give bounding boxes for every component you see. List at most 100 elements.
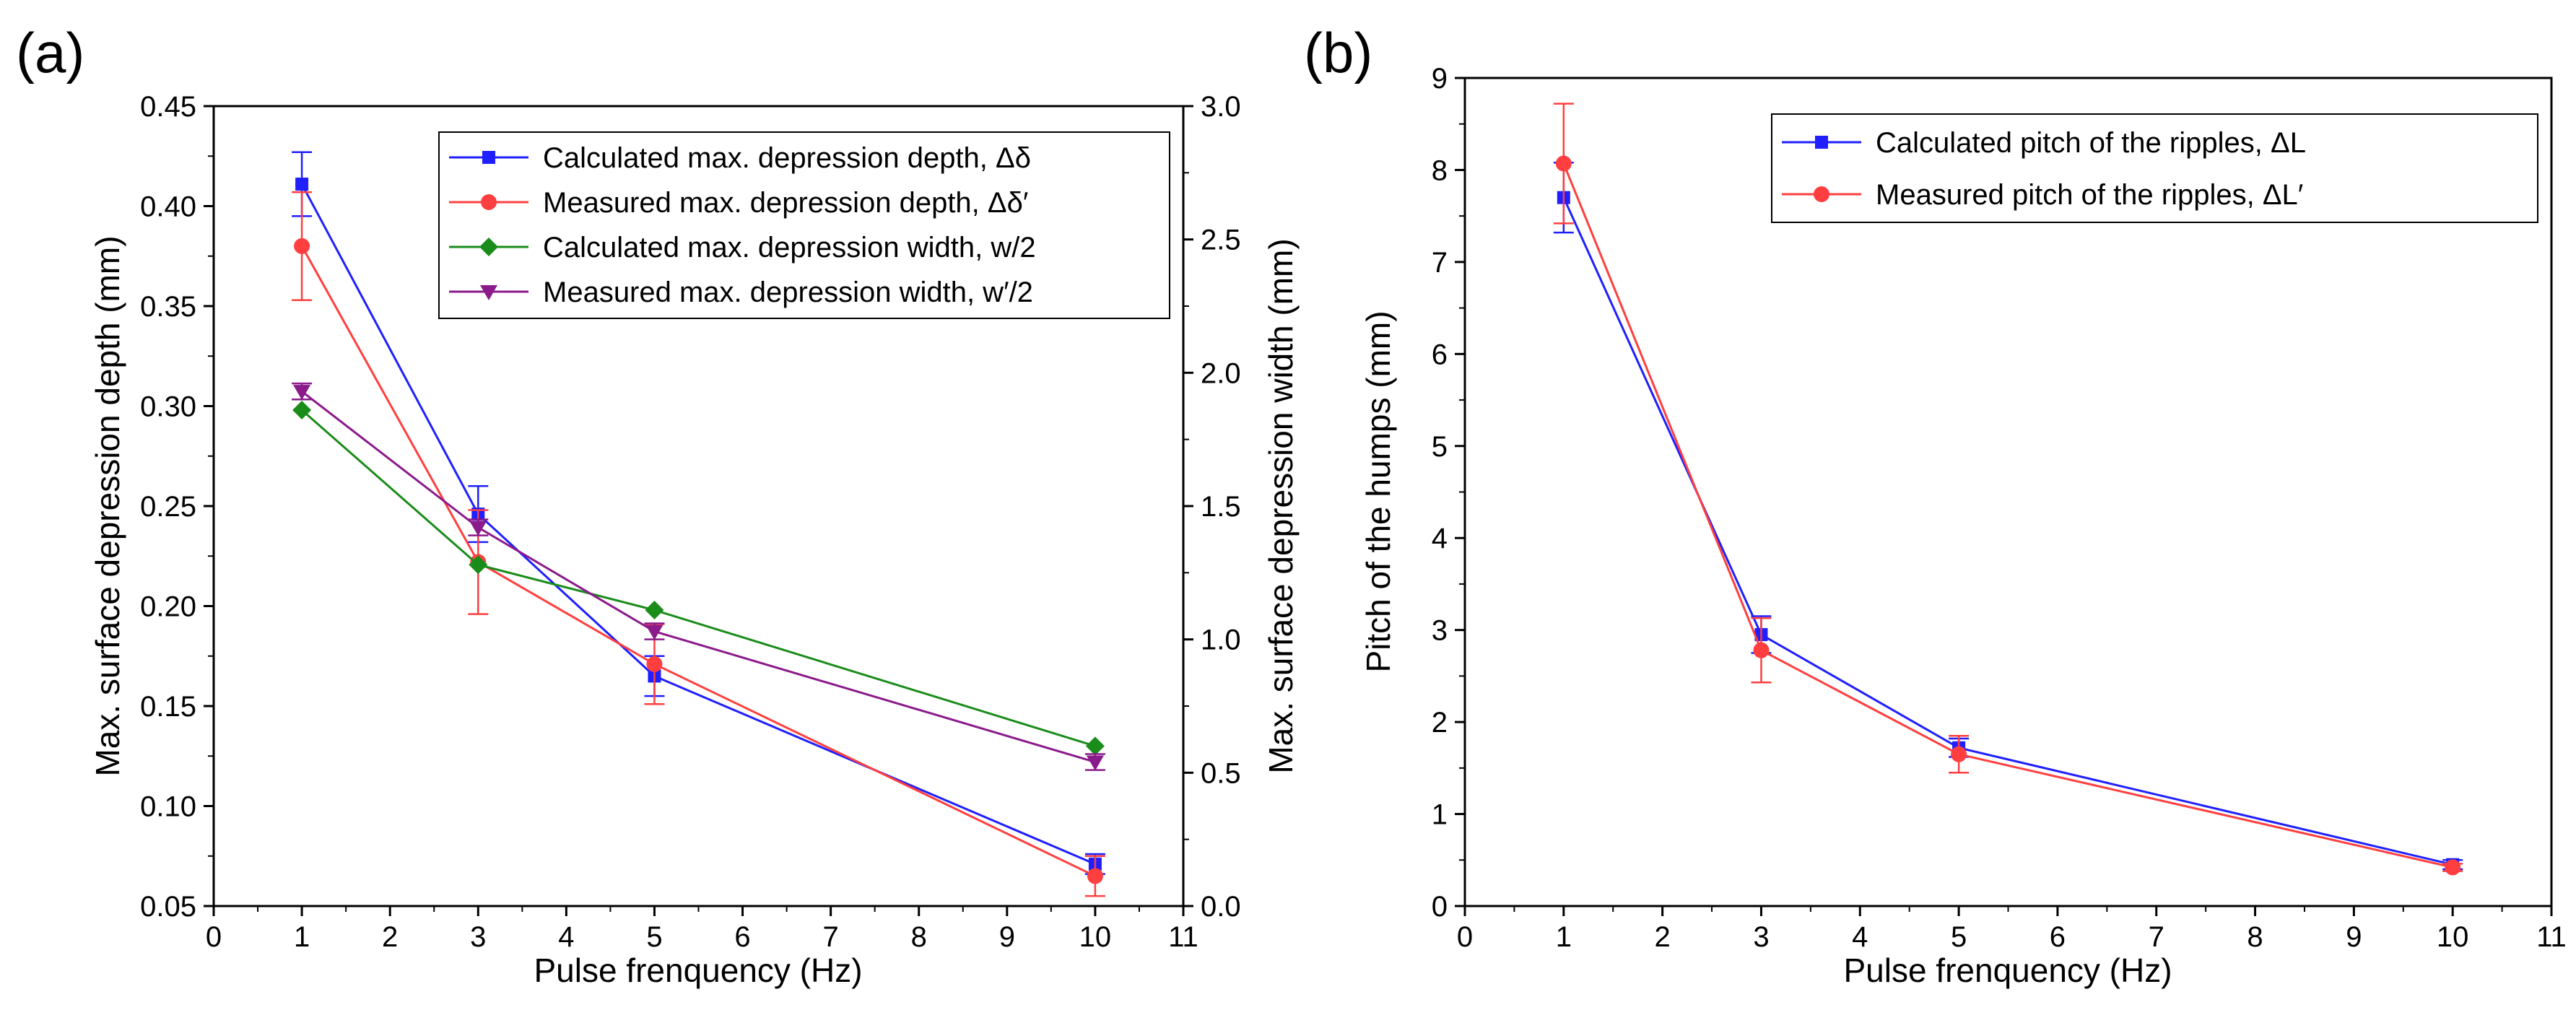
b-x-tick-label: 10 bbox=[2437, 921, 2469, 953]
a-x-tick-label: 5 bbox=[646, 921, 662, 953]
b-x-tick-label: 3 bbox=[1753, 921, 1769, 953]
a-y-tick-label: 0.35 bbox=[140, 291, 196, 323]
a-y-tick-label: 0.45 bbox=[140, 91, 196, 123]
a-data-point bbox=[1085, 736, 1105, 756]
b-y-tick-label: 2 bbox=[1432, 707, 1448, 739]
a-x-tick-label: 8 bbox=[911, 921, 927, 953]
b-legend-marker bbox=[1814, 186, 1829, 202]
b-y-tick-label: 7 bbox=[1432, 247, 1448, 279]
panel-a-y-axis-right: 0.0 0.5 1.0 1.5 2.0 2.5 3.0 bbox=[1183, 91, 1241, 923]
a-legend-marker bbox=[481, 194, 497, 210]
a-data-point bbox=[646, 656, 663, 672]
panel-a-y2-axis-title: Max. surface depression width (mm) bbox=[1262, 238, 1300, 773]
a-data-point bbox=[295, 178, 309, 191]
a-legend-item: Measured max. depression depth, Δδ′ bbox=[449, 187, 1028, 219]
b-x-tick-label: 0 bbox=[1457, 921, 1473, 953]
b-legend-label: Calculated pitch of the ripples, ΔL bbox=[1876, 127, 2306, 159]
a-legend-marker bbox=[479, 238, 498, 256]
a-data-point bbox=[645, 601, 664, 620]
panel-a-y-axis-title: Max. surface depression depth (mm) bbox=[89, 235, 126, 776]
b-legend-marker bbox=[1815, 136, 1828, 149]
a-x-tick-label: 3 bbox=[470, 921, 486, 953]
b-y-tick-label: 6 bbox=[1432, 339, 1448, 370]
a-series-line bbox=[300, 245, 1096, 877]
panel-a-series bbox=[292, 151, 1105, 897]
b-y-tick-label: 4 bbox=[1432, 523, 1448, 554]
a-data-point bbox=[469, 521, 487, 536]
a-x-tick-label: 1 bbox=[294, 921, 310, 953]
a-data-point bbox=[469, 555, 488, 575]
b-x-tick-label: 9 bbox=[2346, 921, 2362, 953]
panel-a-depression-chart: (a) 0 1 2 3 4 5 6 7 8 9 10 11 0.050.100.150.200.250… bbox=[16, 21, 1300, 989]
b-y-tick-label: 9 bbox=[1432, 63, 1448, 95]
a-y-tick-label: 0.25 bbox=[140, 491, 196, 523]
b-legend-item: Calculated pitch of the ripples, ΔL bbox=[1782, 127, 2306, 159]
a-y-tick-label: 0.40 bbox=[140, 191, 196, 223]
b-x-tick-label: 11 bbox=[2536, 921, 2567, 953]
b-series-line bbox=[1562, 162, 2453, 868]
a-data-point bbox=[645, 624, 663, 640]
b-x-tick-label: 7 bbox=[2149, 921, 2164, 953]
a-legend-label: Calculated max. depression depth, Δδ bbox=[543, 142, 1031, 174]
b-data-point bbox=[1555, 155, 1572, 172]
b-data-point bbox=[1951, 746, 1967, 762]
b-y-tick-label: 5 bbox=[1432, 431, 1448, 463]
panel-b-y-axis: 0 1 2 3 4 5 6 7 8 9 bbox=[1432, 63, 1465, 923]
panel-a-label: (a) bbox=[16, 21, 84, 84]
a-data-point bbox=[292, 401, 312, 420]
b-x-tick-label: 6 bbox=[2050, 921, 2066, 953]
panel-b-series bbox=[1553, 103, 2463, 876]
b-series-line bbox=[1562, 197, 2453, 866]
a-series-line bbox=[301, 390, 1096, 763]
a-y-tick-label: 0.30 bbox=[140, 391, 196, 423]
a-y-tick-label: 0.15 bbox=[140, 691, 196, 723]
b-x-tick-label: 5 bbox=[1951, 921, 1967, 953]
panel-a-x-axis: 0 1 2 3 4 5 6 7 8 9 10 11 bbox=[206, 906, 1198, 953]
a-legend-marker bbox=[480, 285, 497, 300]
panel-b-x-axis: 0 1 2 3 4 5 6 7 8 9 10 11 bbox=[1457, 906, 2567, 953]
panel-a-y-axis-left: 0.05 0.10 0.15 0.20 0.25 0.30 0.35 0.40 0.45 bbox=[140, 91, 214, 923]
panel-b-legend: Calculated pitch of the ripples, ΔL Measu… bbox=[1771, 113, 2538, 223]
b-x-tick-label: 4 bbox=[1852, 921, 1868, 953]
b-series-2 bbox=[1553, 103, 2463, 876]
a-y2-tick-label: 0.0 bbox=[1201, 891, 1241, 923]
a-legend-item: Measured max. depression width, w′/2 bbox=[449, 277, 1033, 308]
b-y-tick-label: 0 bbox=[1432, 891, 1448, 923]
a-y2-tick-label: 2.5 bbox=[1201, 225, 1241, 256]
a-x-tick-label: 0 bbox=[206, 921, 222, 953]
panel-b-pitch-chart: (b) 0 1 2 3 4 5 6 7 8 9 10 11 0 1 2 3 4 5 6 7 8 9 Pulse fren… bbox=[1304, 21, 2567, 989]
a-y2-tick-label: 1.0 bbox=[1201, 624, 1241, 656]
a-legend-label: Calculated max. depression width, w/2 bbox=[543, 232, 1036, 264]
a-legend-item: Calculated max. depression depth, Δδ bbox=[449, 142, 1031, 174]
a-y2-tick-label: 3.0 bbox=[1201, 91, 1241, 123]
b-y-tick-label: 8 bbox=[1432, 154, 1448, 186]
b-legend-item: Measured pitch of the ripples, ΔL′ bbox=[1782, 179, 2303, 211]
panel-a-x-axis-title: Pulse frenquency (Hz) bbox=[534, 952, 862, 989]
a-series-line bbox=[301, 409, 1096, 747]
a-legend-item: Calculated max. depression width, w/2 bbox=[449, 232, 1036, 264]
b-x-tick-label: 8 bbox=[2247, 921, 2263, 953]
a-y-tick-label: 0.20 bbox=[140, 591, 196, 623]
a-series-4 bbox=[292, 382, 1105, 771]
a-data-point bbox=[294, 238, 310, 254]
b-x-tick-label: 2 bbox=[1655, 921, 1671, 953]
a-x-tick-label: 9 bbox=[999, 921, 1015, 953]
panel-b-y-axis-title: Pitch of the humps (mm) bbox=[1359, 310, 1397, 672]
panel-b-legend-box bbox=[1771, 113, 2538, 223]
a-legend-label: Measured max. depression width, w′/2 bbox=[543, 277, 1033, 308]
a-x-tick-label: 7 bbox=[823, 921, 839, 953]
b-y-tick-label: 3 bbox=[1432, 615, 1448, 647]
b-data-point bbox=[2445, 859, 2461, 876]
a-data-point bbox=[1087, 868, 1103, 884]
a-y2-tick-label: 1.5 bbox=[1201, 491, 1241, 523]
panel-a-legend: Calculated max. depression depth, Δδ Meas… bbox=[438, 131, 1170, 319]
b-x-tick-label: 1 bbox=[1556, 921, 1572, 953]
a-y-tick-label: 0.05 bbox=[140, 891, 196, 923]
a-data-point bbox=[293, 385, 311, 401]
panel-b-x-axis-title: Pulse frenquency (Hz) bbox=[1843, 952, 2172, 989]
a-series-3 bbox=[292, 401, 1105, 756]
a-x-tick-label: 4 bbox=[558, 921, 574, 953]
a-y-tick-label: 0.10 bbox=[140, 791, 196, 823]
a-x-tick-label: 10 bbox=[1079, 921, 1112, 953]
